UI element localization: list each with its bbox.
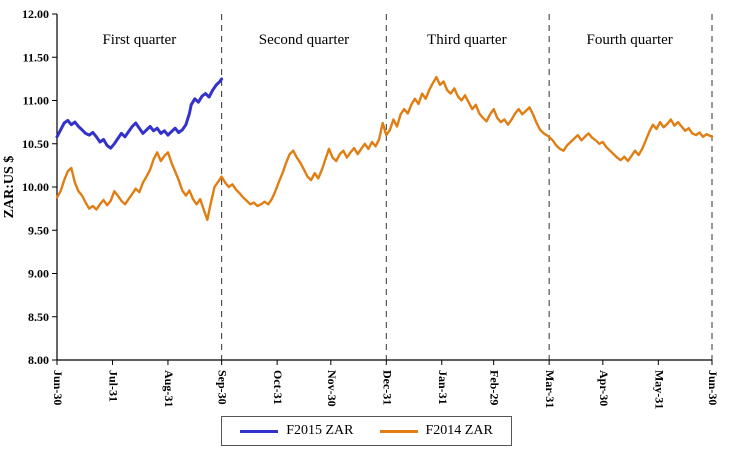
legend-entry-f2015-zar: F2015 ZAR bbox=[240, 423, 354, 439]
x-tick-label: Feb-29 bbox=[488, 370, 502, 405]
x-tick-label: Dec-31 bbox=[380, 370, 394, 405]
x-tick-label: Jan-31 bbox=[436, 370, 450, 405]
x-tick-label: Jul-31 bbox=[106, 370, 120, 402]
x-tick-label: Oct-31 bbox=[271, 370, 285, 405]
y-tick-label: 11.50 bbox=[23, 50, 49, 64]
legend-entry-f2014-zar: F2014 ZAR bbox=[379, 423, 493, 439]
exchange-rate-line-chart: First quarter Second quarter Third quarter… bbox=[2, 7, 720, 409]
series-line-f2014-zar bbox=[55, 75, 714, 222]
y-tick-label: 10.50 bbox=[22, 137, 49, 151]
y-tick-label: 8.50 bbox=[28, 310, 49, 324]
quarter-label: Fourth quarter bbox=[587, 32, 673, 48]
series-line-f2015-zar bbox=[55, 77, 224, 150]
x-tick-label: May-31 bbox=[652, 370, 666, 409]
x-tick-label: Jun-30 bbox=[706, 370, 720, 405]
x-tick-label: Aug-31 bbox=[162, 370, 176, 407]
legend-line-sample-f2014 bbox=[379, 429, 418, 433]
chart-legend: F2015 ZAR F2014 ZAR bbox=[0, 416, 733, 446]
x-tick-label: Nov-30 bbox=[325, 370, 339, 407]
x-tick-label: Apr-30 bbox=[597, 370, 611, 406]
x-tick-label: Jun-30 bbox=[51, 370, 65, 405]
quarter-label: Third quarter bbox=[427, 32, 507, 48]
legend-label-f2015: F2015 ZAR bbox=[286, 423, 354, 438]
x-tick-label: Mar-31 bbox=[543, 370, 557, 408]
y-tick-label: 9.50 bbox=[28, 223, 49, 237]
quarter-label: Second quarter bbox=[259, 32, 349, 48]
legend-label-f2014: F2014 ZAR bbox=[425, 423, 493, 438]
y-tick-label: 10.00 bbox=[22, 180, 49, 194]
y-tick-label: 11.00 bbox=[23, 94, 49, 108]
legend-box: F2015 ZAR F2014 ZAR bbox=[221, 416, 512, 446]
x-tick-label: Sep-30 bbox=[216, 370, 230, 405]
y-axis-title: ZAR:US $ bbox=[2, 156, 17, 219]
y-tick-label: 8.00 bbox=[28, 353, 49, 367]
legend-line-sample-f2015 bbox=[240, 429, 279, 433]
quarter-label: First quarter bbox=[102, 32, 176, 48]
y-tick-label: 9.00 bbox=[28, 267, 49, 281]
y-tick-label: 12.00 bbox=[22, 7, 49, 21]
